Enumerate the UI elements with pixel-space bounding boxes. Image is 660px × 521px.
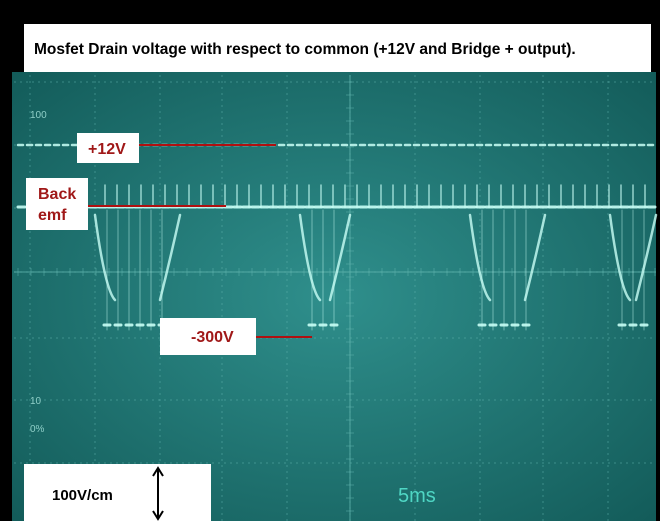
label: +12V <box>88 141 126 158</box>
timebase: 5ms <box>398 485 436 507</box>
photo: 100 10 0% 5ms Mosfet Drain voltage with … <box>0 0 660 521</box>
graticule-label: 10 <box>30 396 42 407</box>
label: -300V <box>191 329 234 346</box>
graticule-label: 0% <box>30 424 45 435</box>
scale-label: 100V/cm <box>52 487 113 504</box>
label: emf <box>38 207 67 224</box>
title: Mosfet Drain voltage with respect to com… <box>34 41 576 58</box>
label: Back <box>38 186 76 203</box>
graticule-label: 100 <box>30 110 47 121</box>
page: 100 10 0% 5ms Mosfet Drain voltage with … <box>0 0 660 521</box>
